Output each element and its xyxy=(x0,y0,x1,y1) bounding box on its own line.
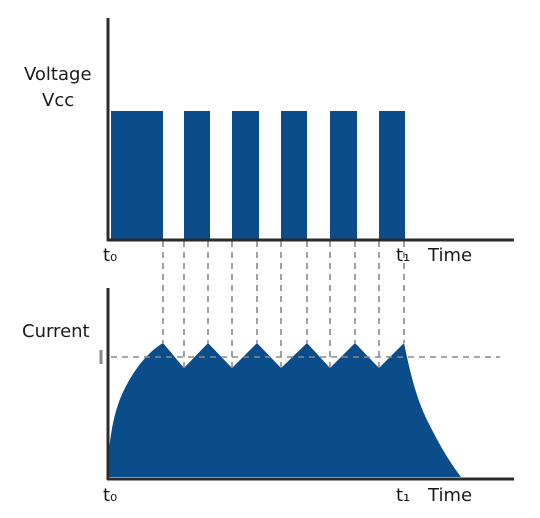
bottom-t1-label: t₁ xyxy=(396,485,411,506)
top-time-label: Time xyxy=(428,245,473,266)
voltage-pulse xyxy=(281,111,307,239)
voltage-pulse xyxy=(330,111,357,239)
top-axes xyxy=(106,18,514,242)
vcc-axis-label: Vcc xyxy=(42,90,75,111)
voltage-pulses xyxy=(111,111,405,239)
voltage-pulse xyxy=(232,111,259,239)
current-axis-label: Current xyxy=(22,321,90,342)
bottom-time-label: Time xyxy=(428,485,473,506)
current-waveform xyxy=(108,343,461,477)
voltage-pulse xyxy=(379,111,405,239)
pulse-edge-connectors xyxy=(162,241,405,368)
voltage-pulse xyxy=(111,111,163,239)
voltage-axis-label: Voltage xyxy=(24,64,92,85)
bottom-t0-label: t₀ xyxy=(103,485,118,506)
voltage-pulse xyxy=(184,111,210,239)
top-t0-label: t₀ xyxy=(103,245,118,266)
bottom-axes xyxy=(106,288,514,481)
top-t1-label: t₁ xyxy=(396,245,411,266)
